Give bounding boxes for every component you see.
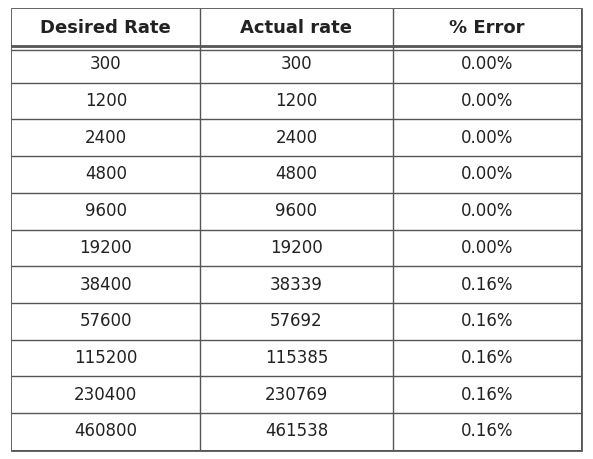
Text: 0.16%: 0.16% <box>461 386 514 404</box>
Text: 0.00%: 0.00% <box>461 55 514 73</box>
Text: 2400: 2400 <box>275 129 318 147</box>
Text: 0.16%: 0.16% <box>461 422 514 441</box>
Bar <box>12 230 581 266</box>
Bar <box>12 193 581 230</box>
Text: % Error: % Error <box>449 18 525 37</box>
Text: 0.00%: 0.00% <box>461 129 514 147</box>
Bar <box>12 156 581 193</box>
Text: 460800: 460800 <box>74 422 138 441</box>
Text: Actual rate: Actual rate <box>241 18 352 37</box>
Text: 0.00%: 0.00% <box>461 239 514 257</box>
Bar <box>12 266 581 303</box>
Text: 9600: 9600 <box>85 202 127 220</box>
Text: 0.00%: 0.00% <box>461 165 514 184</box>
Bar <box>12 376 581 413</box>
Bar <box>12 83 581 119</box>
Text: 230769: 230769 <box>265 386 328 404</box>
Text: 38400: 38400 <box>79 275 132 294</box>
Text: 2400: 2400 <box>85 129 127 147</box>
Bar <box>12 413 581 450</box>
Text: 0.16%: 0.16% <box>461 349 514 367</box>
Text: 19200: 19200 <box>79 239 132 257</box>
Text: 38339: 38339 <box>270 275 323 294</box>
Text: Desired Rate: Desired Rate <box>40 18 171 37</box>
Text: 461538: 461538 <box>265 422 328 441</box>
Text: 300: 300 <box>280 55 313 73</box>
Text: 115385: 115385 <box>265 349 328 367</box>
Text: 1200: 1200 <box>85 92 127 110</box>
Text: 1200: 1200 <box>275 92 318 110</box>
Bar <box>12 303 581 340</box>
Text: 0.16%: 0.16% <box>461 275 514 294</box>
Text: 57600: 57600 <box>79 312 132 330</box>
Text: 4800: 4800 <box>276 165 317 184</box>
Text: 0.16%: 0.16% <box>461 312 514 330</box>
Text: 230400: 230400 <box>74 386 138 404</box>
Text: 0.00%: 0.00% <box>461 92 514 110</box>
Text: 9600: 9600 <box>276 202 317 220</box>
Text: 4800: 4800 <box>85 165 127 184</box>
Bar <box>12 119 581 156</box>
Text: 57692: 57692 <box>270 312 323 330</box>
Text: 0.00%: 0.00% <box>461 202 514 220</box>
Text: 300: 300 <box>90 55 122 73</box>
Bar <box>12 340 581 376</box>
Bar <box>12 46 581 83</box>
Text: 19200: 19200 <box>270 239 323 257</box>
Text: 115200: 115200 <box>74 349 138 367</box>
Bar <box>12 9 581 46</box>
